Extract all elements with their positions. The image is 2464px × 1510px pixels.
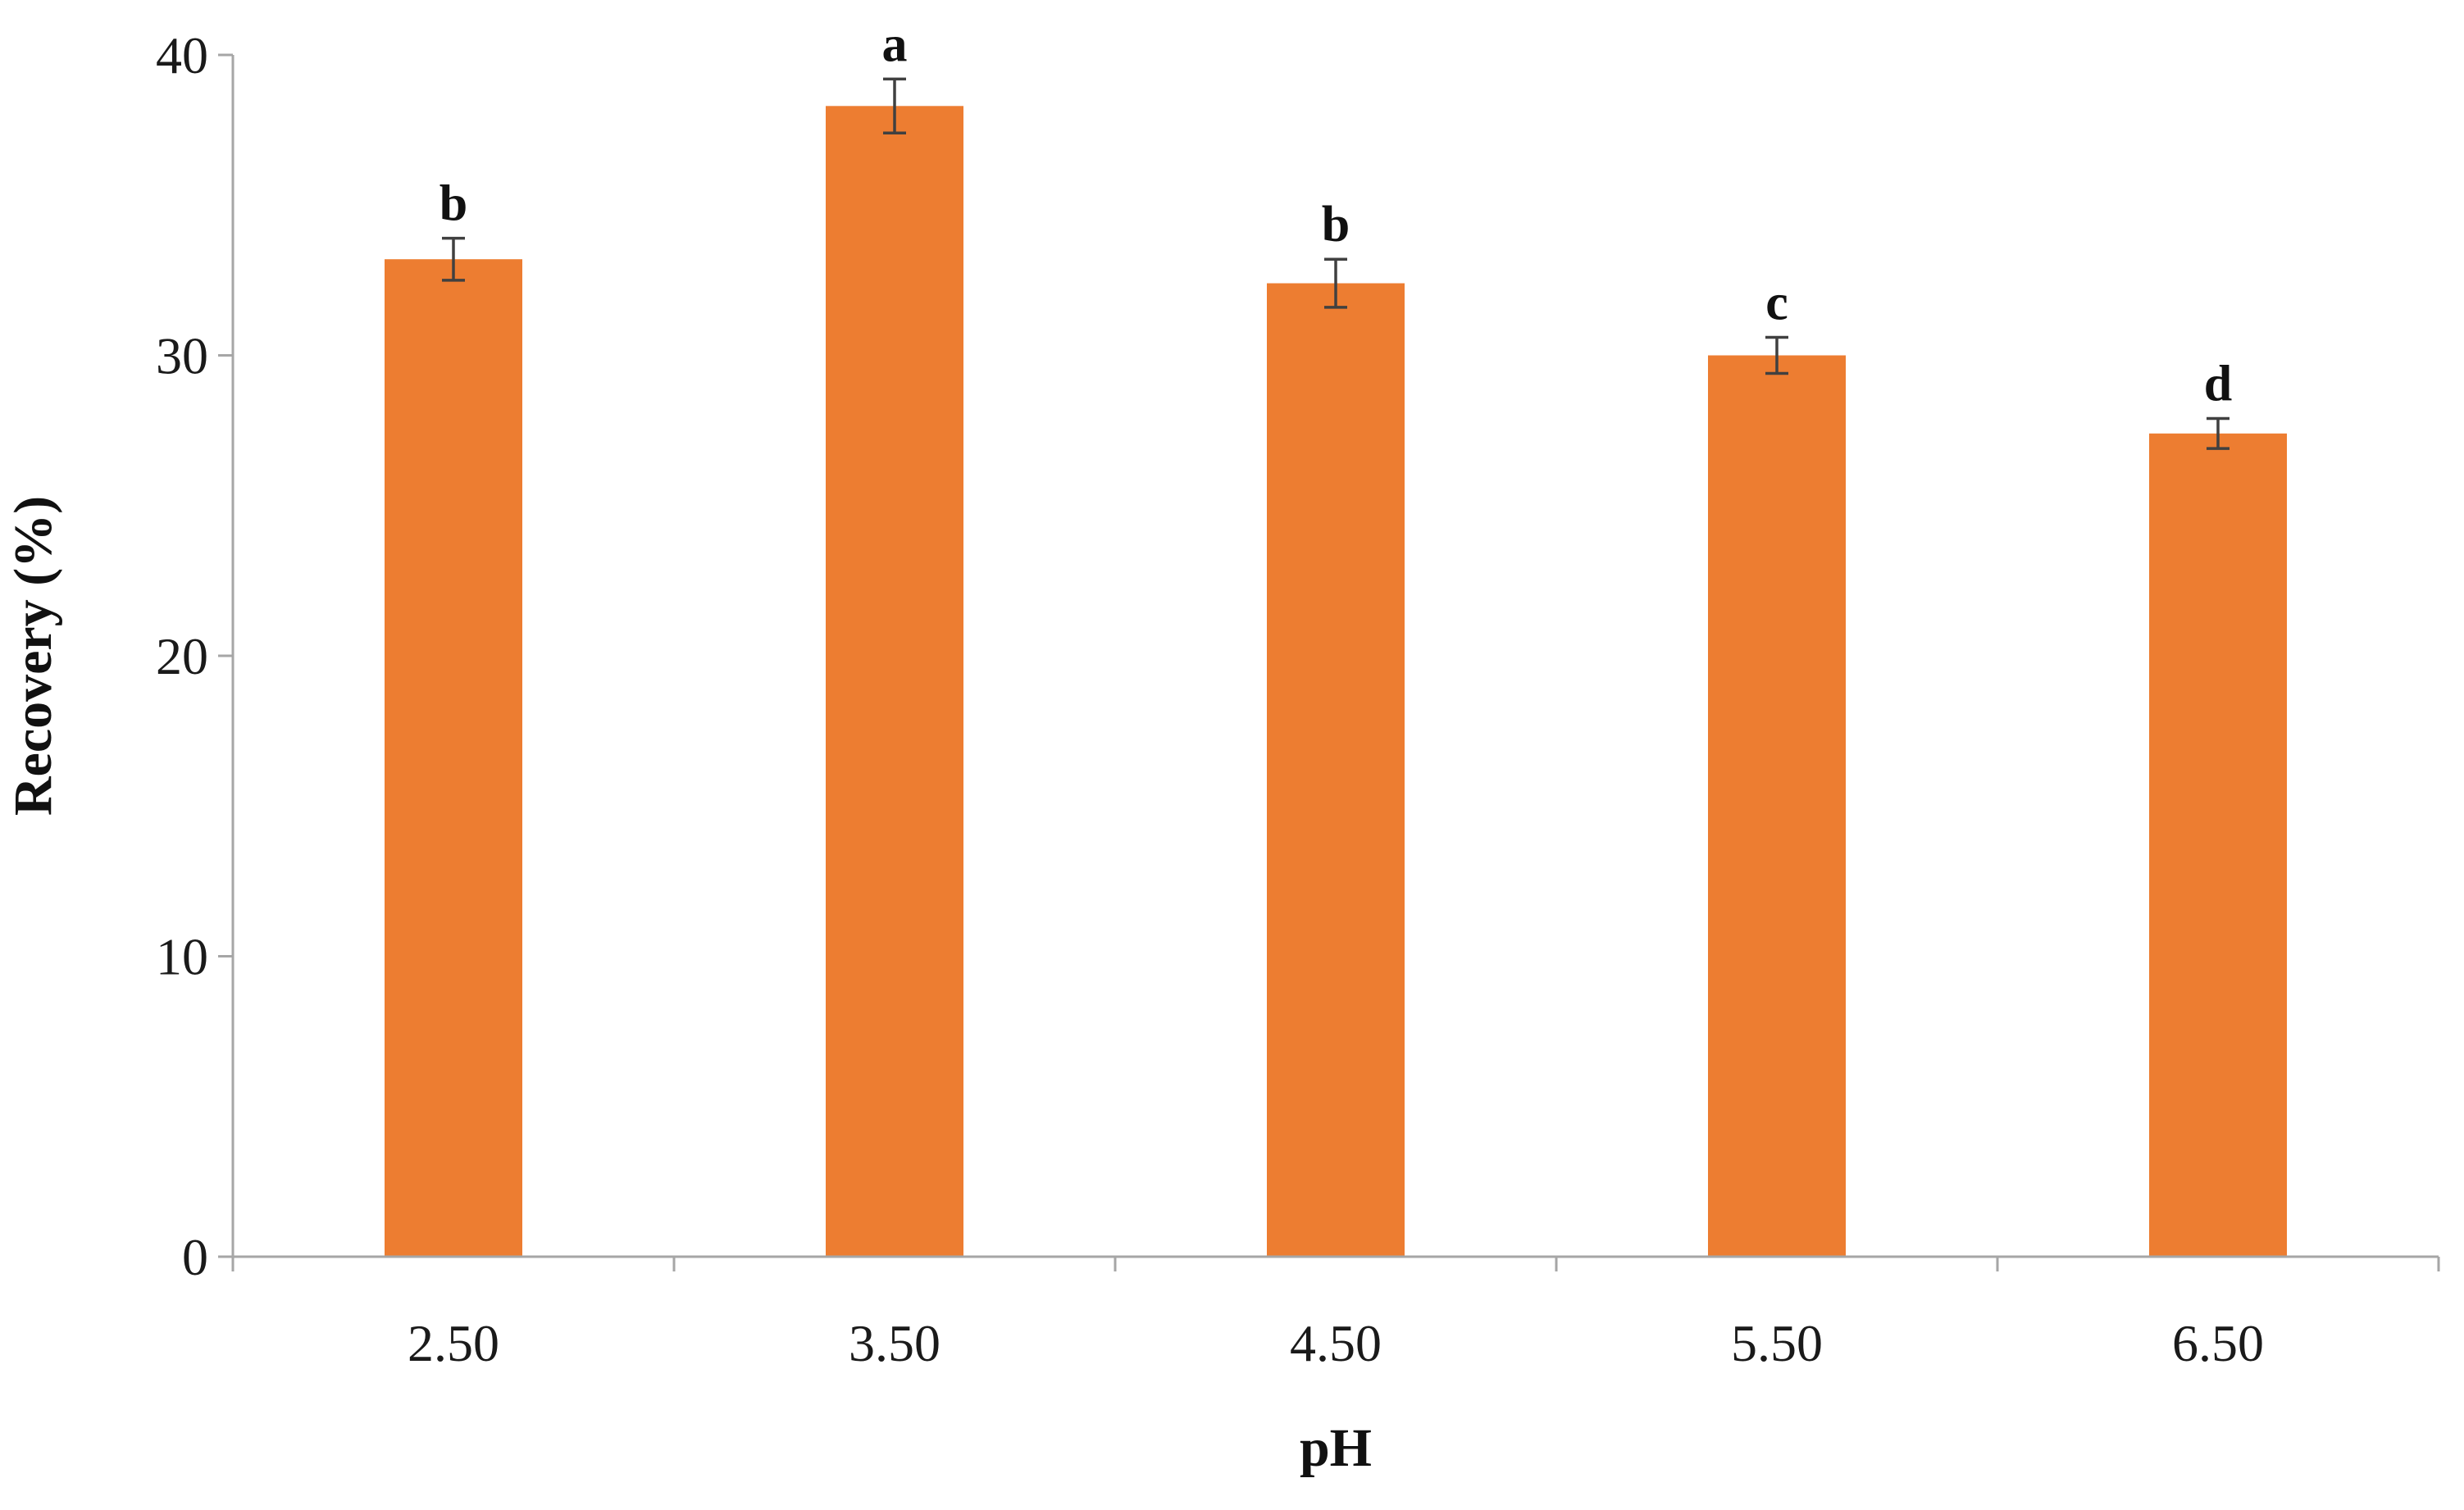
x-tick-label: 3.50 bbox=[849, 1314, 941, 1372]
y-axis-title: Recovery (%) bbox=[3, 496, 63, 816]
x-axis-title: pH bbox=[1300, 1418, 1372, 1478]
significance-label: c bbox=[1765, 275, 1788, 331]
y-tick-label: 10 bbox=[156, 928, 208, 986]
significance-label: b bbox=[440, 176, 467, 232]
y-axis-ticks: 0 10 20 30 40 bbox=[156, 26, 233, 1286]
significance-labels-group: b a b c d bbox=[440, 16, 2232, 412]
x-tick-label: 5.50 bbox=[1731, 1314, 1823, 1372]
bar bbox=[385, 259, 522, 1258]
significance-label: a bbox=[882, 16, 908, 72]
bar bbox=[2149, 433, 2287, 1257]
y-tick-label: 30 bbox=[156, 327, 208, 385]
y-tick-label: 40 bbox=[156, 26, 208, 84]
bar bbox=[1708, 355, 1846, 1257]
x-tick-label: 6.50 bbox=[2172, 1314, 2264, 1372]
y-tick-label: 20 bbox=[156, 627, 208, 685]
significance-label: b bbox=[1322, 197, 1350, 252]
error-bars-group bbox=[442, 77, 2229, 450]
bar bbox=[1267, 283, 1405, 1257]
bars-group bbox=[385, 106, 2287, 1258]
bar bbox=[826, 106, 963, 1258]
x-axis-ticks: 2.50 3.50 4.50 5.50 6.50 bbox=[231, 1257, 2440, 1372]
y-tick-label: 0 bbox=[182, 1228, 208, 1286]
significance-label: d bbox=[2204, 356, 2232, 412]
x-tick-label: 2.50 bbox=[408, 1314, 499, 1372]
x-tick-label: 4.50 bbox=[1290, 1314, 1382, 1372]
